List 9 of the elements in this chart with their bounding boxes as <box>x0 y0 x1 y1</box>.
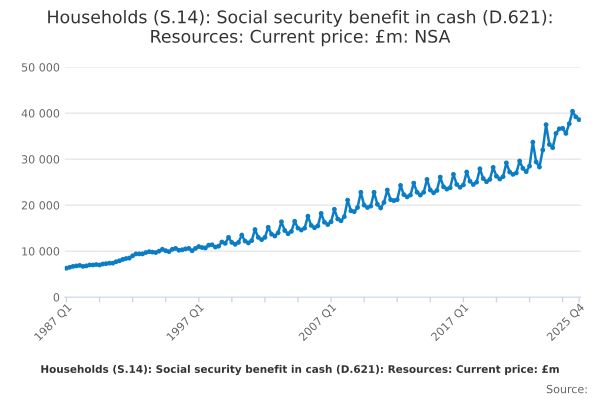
y-tick-label: 0 <box>54 293 60 302</box>
source-note: Source: <box>546 384 587 394</box>
y-tick-label: 50 000 <box>22 63 60 72</box>
y-tick-label: 30 000 <box>22 155 60 164</box>
text: Households (S.14): Social security benefit in cash (D.621): Resources: Current price: £m <box>41 364 559 376</box>
y-tick-label: 10 000 <box>22 247 60 256</box>
y-tick-label: 40 000 <box>22 109 60 118</box>
chart-title: Households (S.14): Social security benefit in cash (D.621): Resources: Current price: £m: NSA <box>48 10 552 46</box>
y-tick-label: 20 000 <box>22 201 60 210</box>
